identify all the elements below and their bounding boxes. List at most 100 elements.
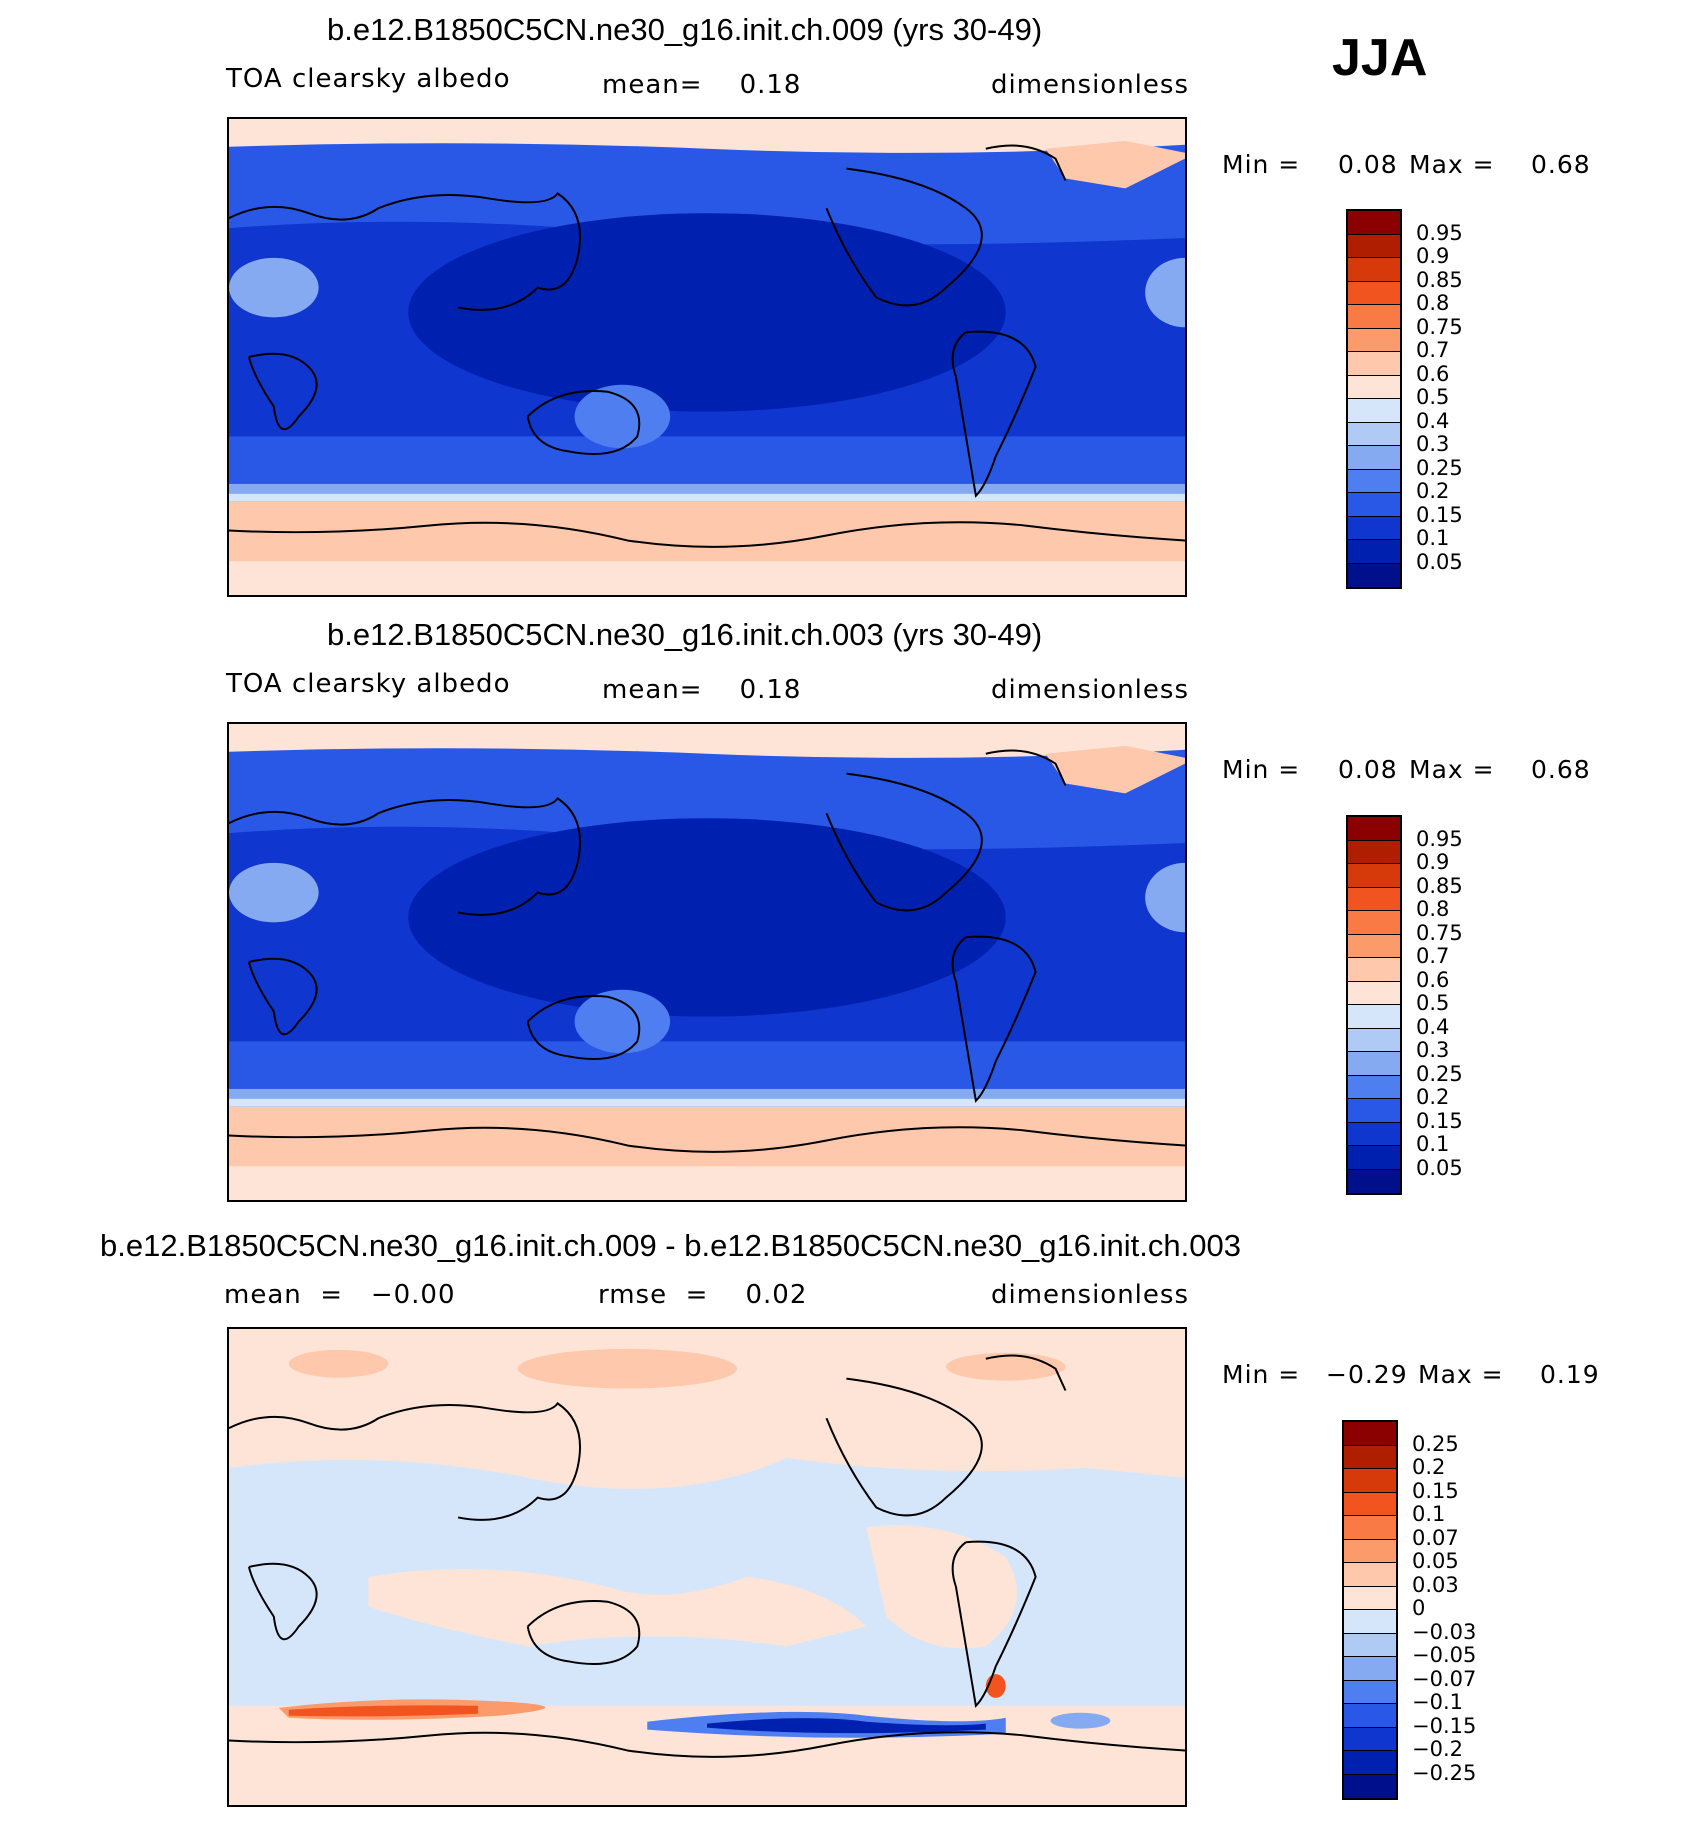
colorbar-tick-label: 0.7 <box>1416 338 1450 362</box>
colorbar-tick-label: −0.15 <box>1412 1713 1477 1738</box>
colorbar-tick-label: 0.25 <box>1412 1431 1459 1456</box>
colorbar-swatch <box>1348 258 1400 282</box>
colorbar-tick-label: 0.2 <box>1416 1085 1450 1109</box>
colorbar-tick-label: 0.05 <box>1412 1549 1459 1573</box>
colorbar-tick-label: 0.7 <box>1416 944 1450 968</box>
colorbar-tick-label: 0.25 <box>1416 1061 1463 1086</box>
colorbar-tick-label: 0.3 <box>1416 1038 1450 1062</box>
colorbar-swatch <box>1344 1657 1396 1681</box>
colorbar-tick-label: 0.15 <box>1416 502 1463 527</box>
colorbar-tick-label: −0.2 <box>1412 1737 1463 1761</box>
panel-3-max-value: 0.19 <box>1540 1360 1600 1389</box>
panel-3-title: b.e12.B1850C5CN.ne30_g16.init.ch.009 - b… <box>100 1228 1241 1263</box>
colorbar-swatch <box>1348 1146 1400 1170</box>
colorbar-swatch <box>1344 1445 1396 1469</box>
colorbar-tick-label: 0.3 <box>1416 432 1450 456</box>
colorbar-tick-label: 0.6 <box>1416 967 1450 992</box>
colorbar-swatch <box>1344 1422 1396 1446</box>
panel-1-map <box>227 117 1187 597</box>
colorbar-tick-label: 0.9 <box>1416 850 1450 874</box>
colorbar-tick-label: 0.15 <box>1416 1108 1463 1133</box>
colorbar-tick-label: 0.95 <box>1416 826 1463 851</box>
panel-2-units-label: dimensionless <box>991 675 1189 705</box>
panel-2-min-label: Min = <box>1222 755 1301 784</box>
colorbar-swatch <box>1344 1610 1396 1634</box>
colorbar-swatch <box>1348 328 1400 352</box>
colorbar-swatch <box>1348 1122 1400 1146</box>
colorbar-swatch <box>1344 1704 1396 1728</box>
panel-1-max-label: Max = <box>1409 150 1495 179</box>
colorbar-swatch <box>1344 1539 1396 1563</box>
colorbar-tick-label: 0.8 <box>1416 291 1450 315</box>
colorbar-swatch <box>1344 1469 1396 1493</box>
colorbar-tick-label: 0.2 <box>1412 1455 1446 1479</box>
colorbar-swatch <box>1348 516 1400 540</box>
colorbar-swatch <box>1348 352 1400 376</box>
colorbar-swatch <box>1348 1052 1400 1076</box>
panel-2-max-value: 0.68 <box>1531 755 1591 784</box>
panel-2-mean-label: mean= 0.18 <box>602 675 802 705</box>
colorbar-swatch <box>1348 1099 1400 1123</box>
colorbar-tick-label: 0.95 <box>1416 220 1463 245</box>
colorbar-swatch <box>1348 887 1400 911</box>
colorbar-tick-label: 0.05 <box>1416 1155 1463 1180</box>
colorbar-tick-label: 0.1 <box>1416 526 1450 550</box>
colorbar-swatch <box>1348 1169 1400 1193</box>
colorbar-swatch <box>1344 1633 1396 1657</box>
colorbar-tick-label: 0.5 <box>1416 991 1450 1015</box>
panel-2-min-value: 0.08 <box>1338 755 1398 784</box>
colorbar-swatch <box>1348 540 1400 564</box>
panel-2-title: b.e12.B1850C5CN.ne30_g16.init.ch.003 (yr… <box>327 617 1043 652</box>
colorbar-swatch <box>1348 422 1400 446</box>
colorbar-swatch <box>1348 1028 1400 1052</box>
colorbar-swatch <box>1348 1005 1400 1029</box>
colorbar-swatch <box>1348 234 1400 258</box>
colorbar-tick-label: −0.07 <box>1412 1666 1477 1691</box>
colorbar-tick-label: 0.5 <box>1416 385 1450 409</box>
colorbar-swatch <box>1348 981 1400 1005</box>
panel-3-min-label: Min = <box>1222 1360 1301 1389</box>
colorbar-swatch <box>1348 399 1400 423</box>
colorbar-tick-label: 0.85 <box>1416 873 1463 898</box>
colorbar-tick-label: −0.1 <box>1412 1690 1463 1714</box>
colorbar-swatch <box>1344 1680 1396 1704</box>
panel-3-rmse-label: rmse = 0.02 <box>598 1280 808 1310</box>
colorbar-swatch <box>1344 1774 1396 1798</box>
panel-2-variable-label: TOA clearsky albedo <box>226 669 511 699</box>
colorbar-swatch <box>1344 1586 1396 1610</box>
colorbar-swatch <box>1344 1492 1396 1516</box>
colorbar-tick-label: 0.2 <box>1416 479 1450 503</box>
panel-1-variable-label: TOA clearsky albedo <box>226 64 511 94</box>
colorbar-tick-label: −0.05 <box>1412 1643 1477 1667</box>
panel-3-units-label: dimensionless <box>991 1280 1189 1310</box>
panel-2-max-label: Max = <box>1409 755 1495 784</box>
colorbar-swatch <box>1348 375 1400 399</box>
colorbar-swatch <box>1348 281 1400 305</box>
colorbar-tick-label: 0.6 <box>1416 361 1450 386</box>
panel-3-map <box>227 1327 1187 1807</box>
colorbar-swatch <box>1348 211 1400 235</box>
panel-2-map <box>227 722 1187 1202</box>
panel-1-title: b.e12.B1850C5CN.ne30_g16.init.ch.009 (yr… <box>327 12 1043 47</box>
colorbar-swatch <box>1348 864 1400 888</box>
panel-1-min-label: Min = <box>1222 150 1301 179</box>
colorbar-swatch <box>1348 817 1400 841</box>
panel-3-mean-label: mean = −0.00 <box>224 1280 456 1310</box>
colorbar-tick-label: 0.25 <box>1416 455 1463 480</box>
colorbar-swatch <box>1348 563 1400 587</box>
colorbar-swatch <box>1344 1727 1396 1751</box>
panel-1-min-value: 0.08 <box>1338 150 1398 179</box>
colorbar-tick-label: 0.07 <box>1412 1525 1459 1550</box>
colorbar-tick-label: −0.03 <box>1412 1619 1477 1644</box>
colorbar-tick-label: 0.1 <box>1416 1132 1450 1156</box>
colorbar-tick-label: 0.15 <box>1412 1478 1459 1503</box>
colorbar-swatch <box>1348 840 1400 864</box>
colorbar-swatch <box>1344 1751 1396 1775</box>
colorbar-tick-label: 0.75 <box>1416 920 1463 945</box>
panel-1-colorbar <box>1346 209 1402 589</box>
colorbar-tick-label: 0.4 <box>1416 1014 1450 1039</box>
panel-2-colorbar <box>1346 815 1402 1195</box>
colorbar-tick-label: 0.75 <box>1416 314 1463 339</box>
colorbar-tick-label: 0 <box>1412 1596 1426 1620</box>
panel-1-max-value: 0.68 <box>1531 150 1591 179</box>
